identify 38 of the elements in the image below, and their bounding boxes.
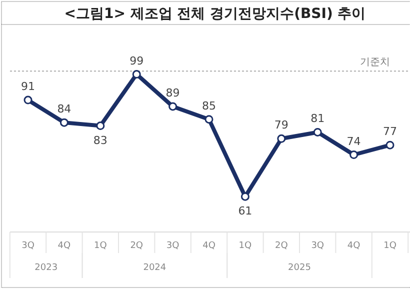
x-tick-label: 4Q: [347, 241, 360, 251]
x-tick-label: 3Q: [166, 241, 180, 251]
x-tick-label: 2Q: [130, 241, 144, 251]
data-label: 85: [202, 99, 216, 112]
data-label: 74: [346, 134, 361, 148]
x-tick-label: 4Q: [58, 241, 71, 251]
ref-line-label: 기준치: [360, 57, 390, 68]
point: [240, 192, 250, 201]
x-tick-label: 3Q: [22, 241, 34, 251]
point: [313, 128, 322, 136]
point: [350, 150, 358, 159]
x-tick-label: 3Q: [311, 241, 324, 251]
x-tick-label: 2Q: [274, 241, 288, 251]
x-tick-label: 1Q: [238, 241, 252, 251]
data-label: 91: [21, 80, 35, 94]
point: [132, 70, 141, 79]
chart-title: <그림1> 제조업 전체 경기전망지수(BSI) 추이: [64, 6, 366, 22]
data-label: 89: [166, 86, 180, 100]
point: [168, 102, 178, 111]
point: [24, 96, 32, 104]
text: 2024: [143, 263, 166, 273]
text: 2023: [34, 263, 58, 273]
point: [204, 115, 214, 124]
point: [60, 118, 68, 127]
data-label: 61: [238, 204, 252, 218]
point: [386, 140, 394, 150]
data-label: 99: [130, 54, 144, 68]
text: 2025: [288, 263, 311, 273]
data-label: 79: [274, 118, 288, 132]
data-label: 83: [93, 134, 108, 147]
point: [277, 134, 286, 143]
data-label: 84: [57, 102, 72, 116]
x-tick-label: 1Q: [384, 241, 396, 251]
x-tick-label: 4Q: [202, 241, 216, 251]
x-tick-label: 1Q: [94, 241, 107, 251]
point: [96, 122, 105, 130]
data-label: 77: [383, 125, 397, 138]
data-label: 81: [310, 112, 325, 126]
